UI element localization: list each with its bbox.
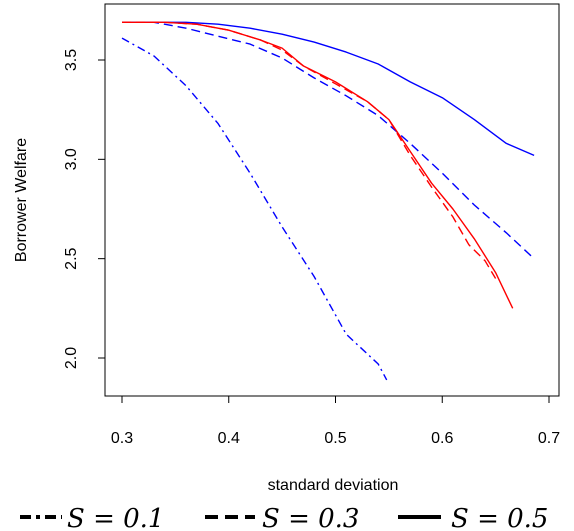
x-axis: 0.3 0.4 0.5 0.6 0.7 <box>111 396 560 447</box>
y-tick-label-1: 2.5 <box>63 247 80 269</box>
legend-label-s03: S = 0.3 <box>262 504 359 531</box>
x-tick-label-2: 0.5 <box>324 430 346 447</box>
y-tick-label-3: 3.5 <box>63 49 80 71</box>
x-tick-label-0: 0.3 <box>111 430 133 447</box>
series-line-0 <box>121 37 388 381</box>
legend: S = 0.1 S = 0.3 S = 0.5 <box>20 504 548 531</box>
y-axis: 2.0 2.5 3.0 3.5 <box>63 49 105 369</box>
series-line-1 <box>122 21 535 260</box>
series-line-2 <box>122 21 535 157</box>
plot-frame <box>104 3 560 397</box>
series-line-3 <box>122 21 497 279</box>
y-axis-label: Borrower Welfare <box>13 138 30 262</box>
x-tick-label-3: 0.6 <box>431 430 453 447</box>
series-layer <box>121 21 535 381</box>
series-line-4 <box>122 21 514 309</box>
legend-label-s05: S = 0.5 <box>451 504 548 531</box>
y-tick-label-2: 3.0 <box>63 148 80 170</box>
legend-label-s01: S = 0.1 <box>67 504 164 531</box>
y-tick-label-0: 2.0 <box>63 347 80 369</box>
x-tick-label-1: 0.4 <box>218 430 240 447</box>
x-tick-label-4: 0.7 <box>538 430 560 447</box>
x-axis-label: standard deviation <box>268 477 399 494</box>
